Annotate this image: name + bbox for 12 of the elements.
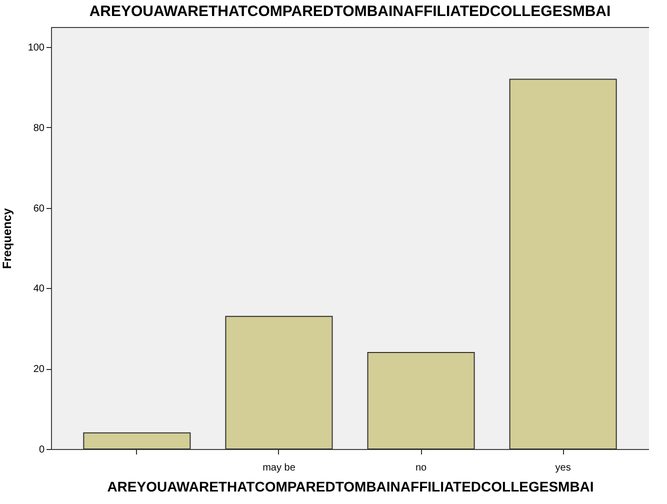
y-tick-label: 0 [38, 444, 45, 456]
chart-title: AREYOUAWARETHATCOMPAREDTOMBAINAFFILIATEDCOLLEGESMBAI [89, 3, 611, 20]
y-tick-label: 100 [28, 42, 45, 54]
x-axis-title: AREYOUAWARETHATCOMPAREDTOMBAINAFFILIATEDCOLLEGESMBAI [107, 478, 594, 494]
y-tick-label: 80 [33, 122, 45, 134]
y-tick-label: 60 [33, 203, 45, 214]
x-tick-label: yes [555, 462, 571, 474]
y-tick-label: 20 [33, 364, 45, 376]
y-axis-title: Frequency [0, 208, 14, 269]
x-tick-label: may be [262, 462, 296, 474]
y-tick-label: 40 [33, 284, 45, 295]
x-tick-label: no [415, 462, 428, 474]
